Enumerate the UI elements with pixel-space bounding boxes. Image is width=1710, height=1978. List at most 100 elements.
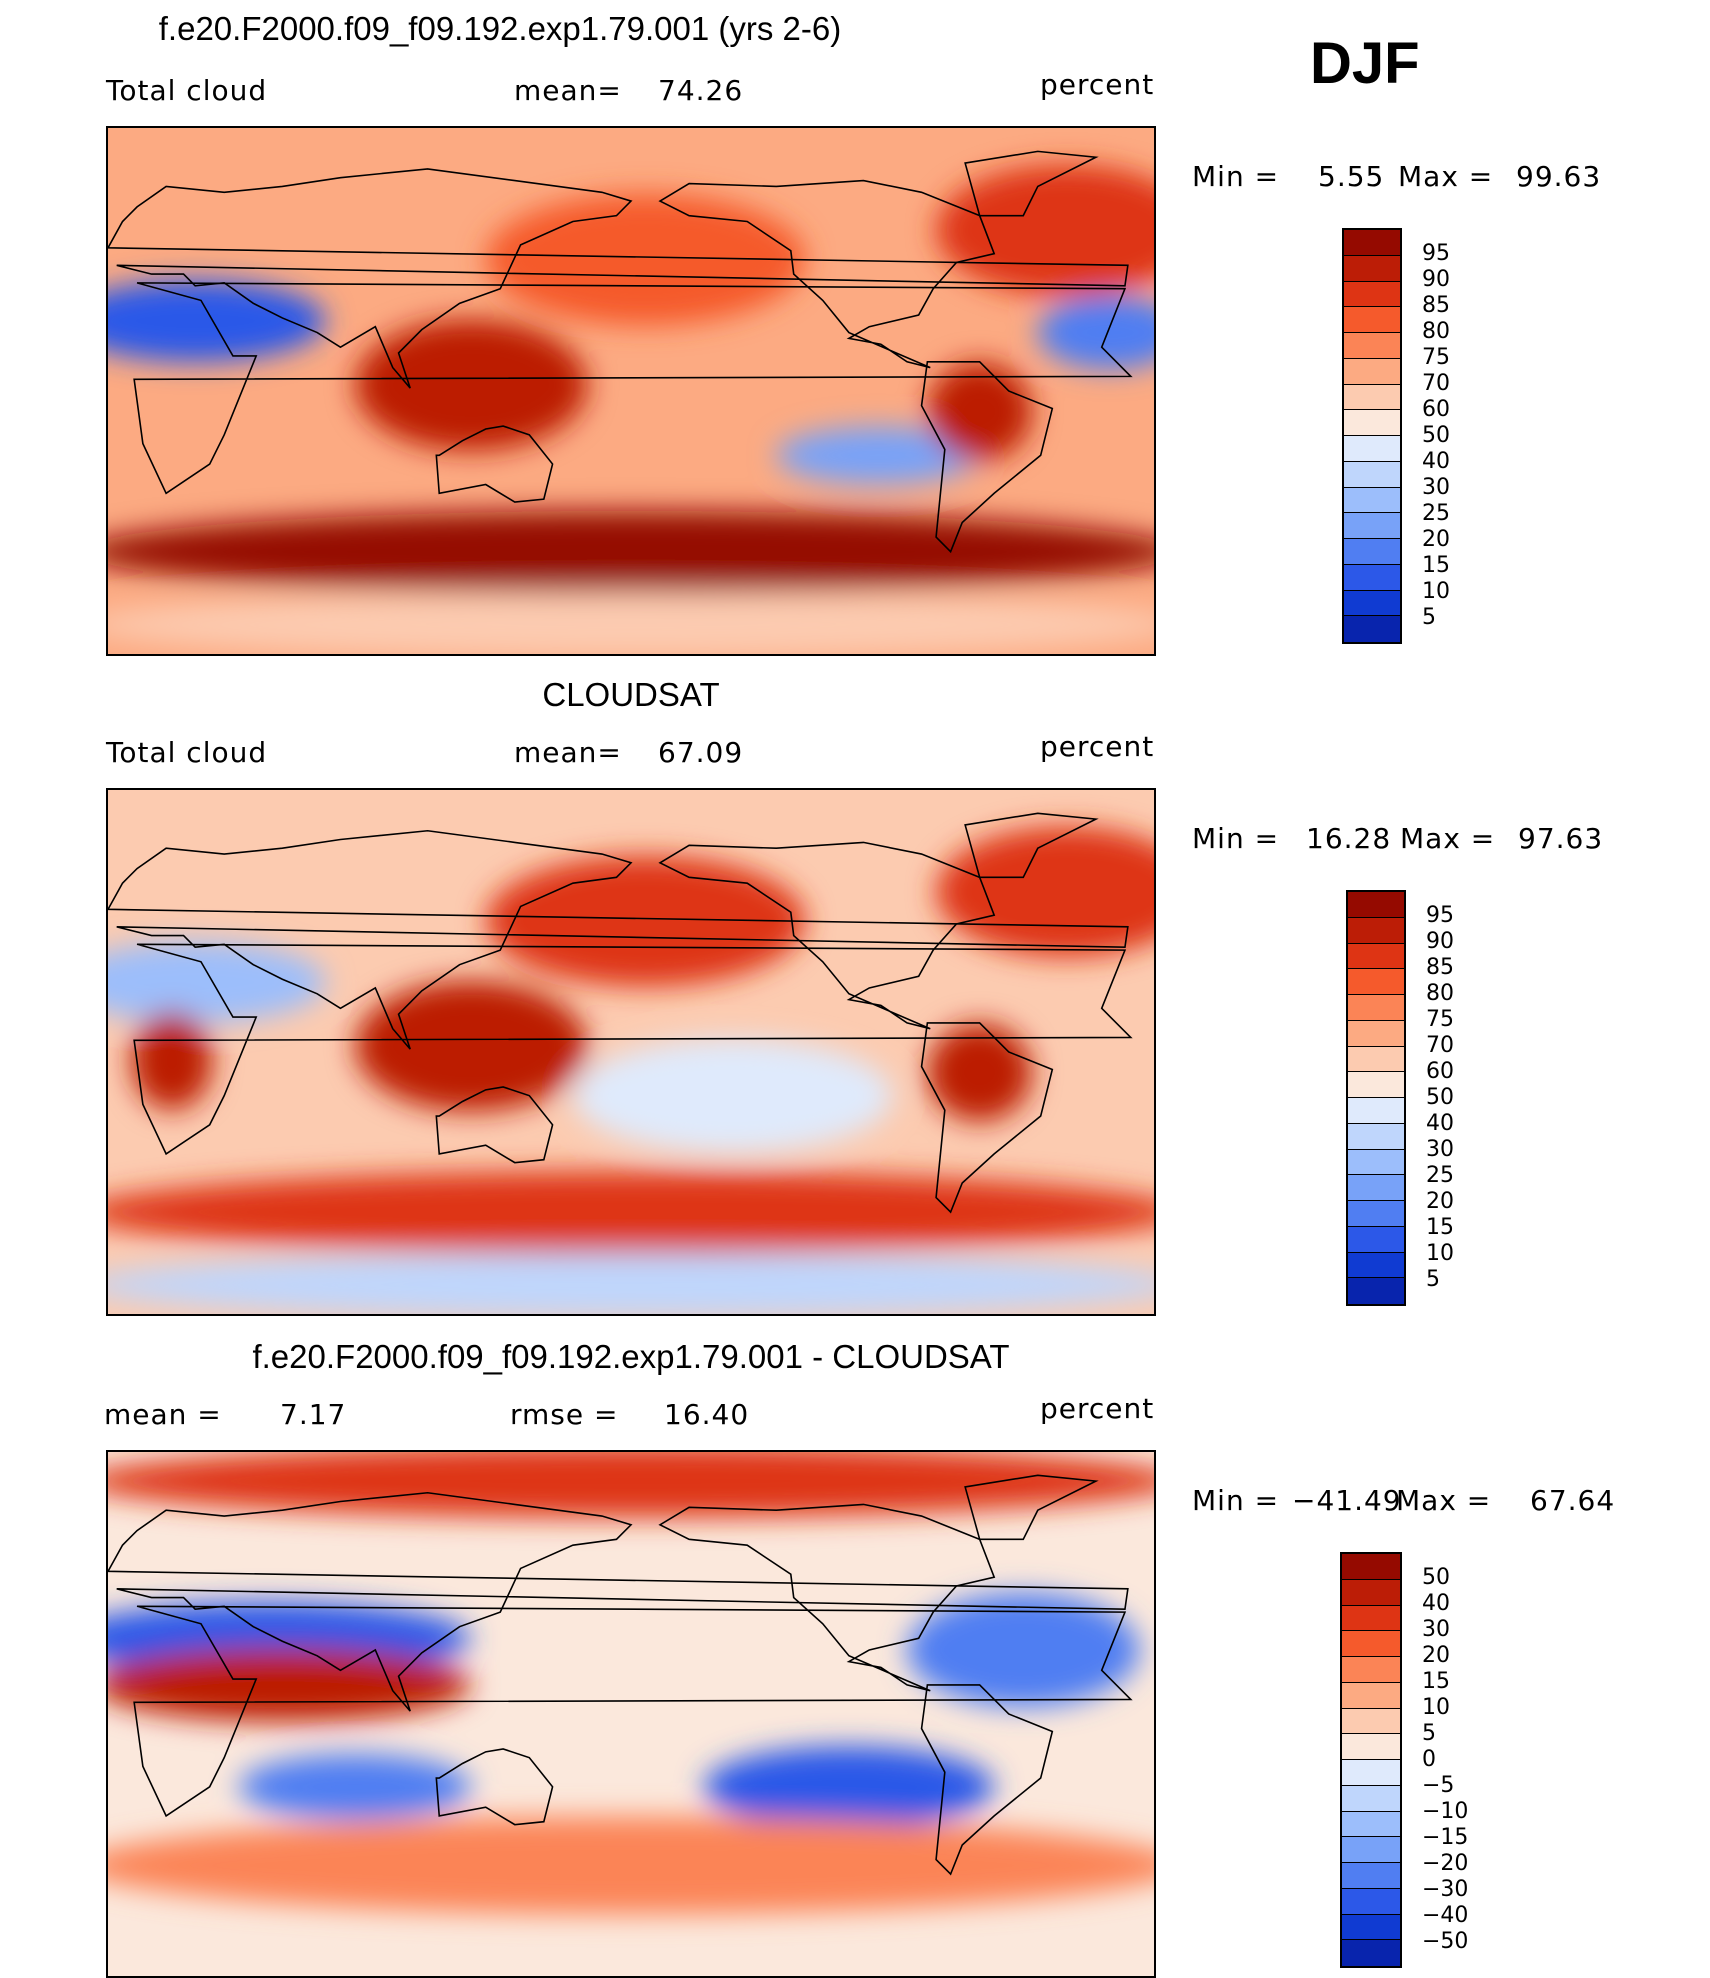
panel2-field: [108, 790, 1154, 1314]
coastline: [133, 1605, 1133, 1818]
panel2-mean-value: 67.09: [658, 736, 744, 769]
field-region-sahara-arabia: [108, 941, 326, 1023]
colorbar-swatch: [1344, 616, 1400, 642]
colorbar-swatch: [1342, 1863, 1400, 1889]
panel1-colorbar: [1342, 228, 1402, 644]
panel3-max-label: Max =: [1396, 1484, 1492, 1517]
colorbar-tick-label: 80: [1422, 319, 1450, 344]
panel3-map: [106, 1450, 1156, 1978]
colorbar-tick-label: −50: [1422, 1929, 1469, 1954]
field-region-central-pacific-subtropics: [572, 1038, 893, 1153]
panel2-colorbar: [1346, 890, 1406, 1306]
colorbar-swatch: [1348, 969, 1404, 995]
field-region-antarctica: [108, 592, 1154, 654]
colorbar-swatch: [1348, 1123, 1404, 1150]
colorbar-swatch: [1342, 1579, 1400, 1606]
panel1-variable: Total cloud: [106, 74, 268, 107]
coastline: [108, 168, 1129, 389]
colorbar-tick-label: 70: [1426, 1033, 1454, 1058]
colorbar-tick-label: −5: [1422, 1773, 1455, 1798]
panel2-max-label: Max =: [1400, 822, 1496, 855]
colorbar-tick-label: 10: [1422, 1695, 1450, 1720]
colorbar-tick-label: 0: [1422, 1747, 1436, 1772]
colorbar-swatch: [1348, 1252, 1404, 1279]
colorbar-swatch: [1348, 892, 1404, 918]
colorbar-swatch: [1344, 590, 1400, 617]
season-label: DJF: [1310, 31, 1420, 96]
colorbar-tick-label: 25: [1422, 501, 1450, 526]
coastline: [108, 1491, 1129, 1712]
colorbar-tick-label: −10: [1422, 1799, 1469, 1824]
field-region-amazon: [927, 1023, 1032, 1122]
panel1-colorbar-labels: 95 90 85 80 75 70 60 50 40 30 25 20 15 10 5: [1422, 228, 1482, 644]
colorbar-tick-label: 60: [1422, 397, 1450, 422]
colorbar-tick-label: 50: [1422, 1565, 1450, 1590]
colorbar-tick-label: 10: [1422, 579, 1450, 604]
colorbar-swatch: [1344, 358, 1400, 385]
colorbar-tick-label: 15: [1422, 553, 1450, 578]
colorbar-swatch: [1342, 1657, 1400, 1683]
panel2-variable: Total cloud: [106, 736, 268, 769]
coastline: [435, 425, 554, 503]
field-region-indian-ocean-south: [238, 1754, 472, 1820]
colorbar-swatch: [1344, 436, 1400, 462]
panel2-colorbar-labels: 95 90 85 80 75 70 60 50 40 30 25 20 15 10 5: [1426, 890, 1486, 1306]
panel3-max-value: 67.64: [1530, 1484, 1616, 1517]
colorbar-swatch: [1344, 461, 1400, 488]
colorbar-swatch: [1344, 333, 1400, 359]
panel1-min-label: Min =: [1192, 160, 1280, 193]
colorbar-swatch: [1342, 1708, 1400, 1735]
coastline: [658, 1503, 996, 1692]
field-region-maritime-continent: [354, 319, 588, 451]
panel2-units: percent: [1040, 730, 1155, 763]
colorbar-swatch: [1344, 281, 1400, 308]
panel1-mean-label: mean=: [514, 74, 622, 107]
panel1-map: [106, 126, 1156, 656]
panel3-mean-label: mean =: [104, 1398, 222, 1431]
colorbar-swatch: [1348, 1226, 1404, 1253]
panel3-mean-value: 7.17: [280, 1398, 347, 1431]
colorbar-tick-label: 60: [1426, 1059, 1454, 1084]
colorbar-swatch: [1348, 1072, 1404, 1098]
colorbar-tick-label: 75: [1426, 1007, 1454, 1032]
panel3-rmse-label: rmse =: [510, 1398, 619, 1431]
field-region-se-pacific-subtropics: [776, 426, 980, 484]
colorbar-swatch: [1342, 1734, 1400, 1760]
field-region-antarctica: [108, 1252, 1154, 1314]
coastline: [920, 1684, 1054, 1876]
colorbar-swatch: [1344, 410, 1400, 436]
field-region-sahara-arabia: [108, 279, 326, 362]
colorbar-tick-label: 25: [1426, 1163, 1454, 1188]
colorbar-swatch: [1342, 1785, 1400, 1812]
colorbar-tick-label: −40: [1422, 1903, 1469, 1928]
colorbar-swatch: [1344, 539, 1400, 565]
colorbar-swatch: [1344, 255, 1400, 282]
colorbar-tick-label: 80: [1426, 981, 1454, 1006]
colorbar-tick-label: −15: [1422, 1825, 1469, 1850]
colorbar-tick-label: 5: [1422, 605, 1436, 630]
colorbar-tick-label: 95: [1426, 903, 1454, 928]
panel3-colorbar: [1340, 1552, 1402, 1968]
colorbar-tick-label: 30: [1422, 1617, 1450, 1642]
colorbar-swatch: [1342, 1631, 1400, 1657]
field-region-north-pacific: [485, 194, 806, 325]
colorbar-swatch: [1342, 1682, 1400, 1709]
colorbar-swatch: [1348, 1046, 1404, 1073]
coastline: [133, 282, 1133, 495]
field-region-southern-ocean-storm-track: [108, 510, 1154, 593]
colorbar-swatch: [1344, 513, 1400, 539]
panel1-title: f.e20.F2000.f09_f09.192.exp1.79.001 (yrs…: [158, 10, 842, 47]
colorbar-swatch: [1348, 1098, 1404, 1124]
colorbar-swatch: [1348, 995, 1404, 1021]
colorbar-tick-label: 75: [1422, 345, 1450, 370]
colorbar-tick-label: 10: [1426, 1241, 1454, 1266]
field-region-southern-ocean: [108, 1816, 1154, 1915]
panel2-title: CLOUDSAT: [542, 676, 720, 713]
colorbar-tick-label: 70: [1422, 371, 1450, 396]
panel3-rmse-value: 16.40: [664, 1398, 750, 1431]
panel3-colorbar-labels: 50 40 30 20 15 10 5 0 −5 −10 −15 −20 −30 −40 −50: [1422, 1552, 1492, 1968]
colorbar-tick-label: −20: [1422, 1851, 1469, 1876]
colorbar-swatch: [1342, 1811, 1400, 1838]
coastline: [964, 1474, 1099, 1541]
field-region-amazon: [927, 362, 1032, 461]
